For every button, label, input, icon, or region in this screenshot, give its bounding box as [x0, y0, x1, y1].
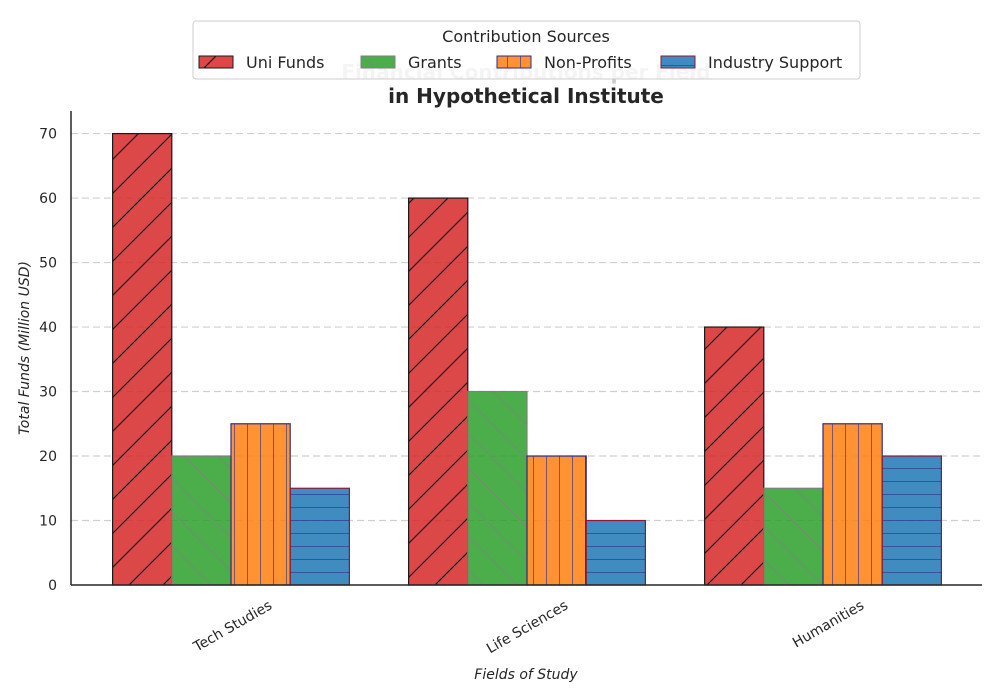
legend-swatch-hatch — [199, 56, 233, 68]
bar-grants — [171, 455, 232, 586]
legend-title: Contribution Sources — [442, 27, 610, 46]
bar-uni-funds — [408, 197, 469, 586]
bar-industry-support — [585, 519, 647, 586]
bar-uni-funds — [703, 326, 765, 586]
axes — [70, 111, 982, 586]
bar-hatch — [231, 423, 291, 585]
bar-hatch — [112, 133, 172, 586]
legend-swatch-hatch — [497, 56, 531, 68]
legend-item-uni-funds: Uni Funds — [198, 53, 324, 72]
y-tick-labels: 0 10 20 30 40 50 60 70 — [39, 127, 57, 594]
legend-label: Non-Profits — [544, 53, 632, 72]
y-axis-title: Total Funds (Million USD) — [17, 261, 33, 435]
bar-grants — [467, 390, 528, 586]
bar-industry-support — [289, 487, 351, 586]
y-tick-label: 10 — [39, 514, 57, 530]
x-tick-labels: Tech Studies Life Sciences Humanities — [190, 598, 867, 657]
chart-title-line2: in Hypothetical Institute — [388, 84, 664, 108]
legend-swatch-hatch — [661, 56, 695, 68]
legend-swatch-hatch — [361, 56, 395, 68]
x-tick-label: Humanities — [790, 598, 867, 652]
bar-hatch — [882, 456, 942, 585]
bar-hatch — [586, 520, 646, 585]
y-tick-label: 60 — [39, 191, 57, 207]
bar-hatch — [467, 391, 527, 585]
bar-non-profits — [822, 423, 883, 586]
x-tick-label: Tech Studies — [190, 598, 275, 656]
legend-item-grants: Grants — [360, 53, 462, 72]
legend-label: Grants — [408, 53, 462, 72]
bar-hatch — [823, 423, 883, 585]
bar-hatch — [408, 198, 468, 585]
bar-hatch — [171, 456, 231, 585]
y-tick-label: 30 — [39, 385, 57, 401]
bar-non-profits — [526, 455, 587, 586]
legend-swatch-outline — [360, 55, 396, 69]
bars — [111, 132, 943, 586]
bar-hatch — [527, 456, 587, 585]
y-tick-label: 0 — [48, 578, 57, 594]
y-tick-label: 70 — [39, 127, 57, 143]
legend-items: Uni Funds Grants Non-Profits Industry Suppo… — [198, 53, 842, 72]
bar-grants — [763, 487, 824, 586]
x-axis-title: Fields of Study — [474, 667, 578, 683]
y-tick-label: 50 — [39, 256, 57, 272]
bar-hatch — [704, 327, 764, 585]
legend-swatch-outline — [496, 55, 532, 69]
legend: Contribution Sources Uni Funds Grants Non-… — [192, 20, 861, 80]
legend-swatch-outline — [660, 55, 696, 69]
bar-industry-support — [881, 455, 943, 586]
bar-non-profits — [230, 423, 291, 586]
legend-label: Uni Funds — [246, 53, 324, 72]
legend-swatch-outline — [198, 55, 234, 69]
y-tick-label: 40 — [39, 320, 57, 336]
bar-hatch — [290, 488, 350, 585]
x-tick-label: Life Sciences — [484, 598, 571, 657]
legend-label: Industry Support — [708, 53, 842, 72]
bar-uni-funds — [111, 132, 173, 586]
legend-item-non-profits: Non-Profits — [496, 53, 632, 72]
legend-item-industry-support: Industry Support — [660, 53, 842, 72]
bar-hatch — [763, 488, 823, 585]
y-tick-label: 20 — [39, 449, 57, 465]
